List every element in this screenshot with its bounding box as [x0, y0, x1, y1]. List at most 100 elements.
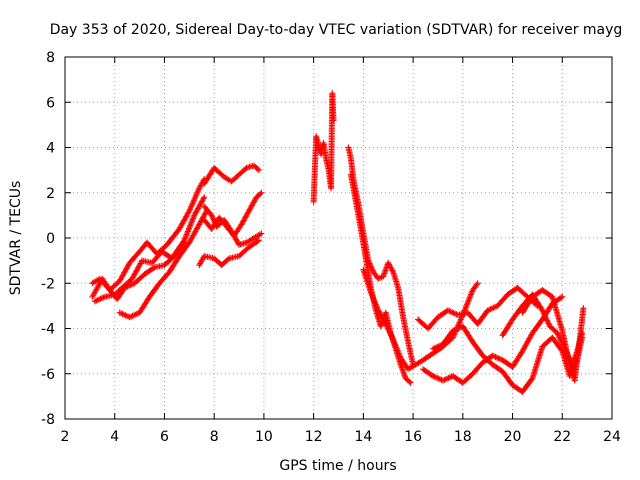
- trace-point: [100, 294, 107, 301]
- series-sat-h: [196, 237, 262, 269]
- x-tick-label: 22: [553, 429, 571, 445]
- trace-point: [491, 353, 498, 360]
- trace-point: [120, 311, 127, 318]
- y-tick-label: -8: [41, 412, 55, 428]
- x-tick-label: 14: [354, 429, 372, 445]
- trace-point: [451, 327, 458, 334]
- data-point: [449, 327, 456, 334]
- x-tick-label: 16: [404, 429, 422, 445]
- series-sat-i: [310, 90, 337, 205]
- y-tick-label: 2: [46, 186, 55, 202]
- x-tick-label: 4: [110, 429, 119, 445]
- data-point: [554, 330, 561, 337]
- trace-point: [150, 265, 157, 272]
- trace-point: [211, 218, 218, 225]
- trace-point: [452, 310, 459, 317]
- trace-point: [98, 295, 105, 302]
- data-point: [181, 239, 188, 246]
- trace-point: [435, 343, 442, 350]
- trace-point: [388, 333, 395, 340]
- trace-point: [381, 319, 388, 326]
- series-sat-g: [201, 203, 265, 248]
- trace-point: [544, 317, 551, 324]
- trace-point: [383, 322, 390, 329]
- trace-point: [554, 331, 561, 338]
- trace-point: [128, 313, 135, 320]
- trace-point: [452, 326, 459, 333]
- data-point: [126, 314, 133, 321]
- data-point: [539, 307, 546, 314]
- trace-point: [540, 308, 547, 315]
- trace-point: [491, 304, 498, 311]
- trace-point: [406, 378, 413, 385]
- trace-point: [434, 343, 441, 350]
- trace-point: [446, 308, 453, 315]
- y-tick-label: -6: [41, 367, 55, 383]
- data-point: [429, 373, 436, 380]
- data-point: [121, 284, 128, 291]
- trace-point: [432, 374, 439, 381]
- trace-point: [558, 294, 565, 301]
- data-point: [444, 307, 451, 314]
- trace-point: [434, 374, 441, 381]
- data-point: [489, 352, 496, 359]
- data-point: [258, 189, 265, 196]
- trace-point: [495, 355, 502, 362]
- y-tick-label: -4: [41, 322, 55, 338]
- trace-point: [123, 284, 130, 291]
- data-point: [474, 280, 481, 287]
- trace-point: [431, 345, 438, 352]
- trace-point: [437, 342, 444, 349]
- series-sat-q: [519, 287, 587, 384]
- data-point: [255, 237, 262, 244]
- trace-point: [492, 353, 499, 360]
- trace-point: [254, 165, 261, 172]
- trace-point: [254, 238, 261, 245]
- trace-point: [118, 310, 125, 317]
- series-sat-m: [415, 284, 541, 332]
- trace-point: [387, 331, 394, 338]
- trace-point: [447, 308, 454, 315]
- trace-point: [450, 309, 457, 316]
- trace-point: [441, 376, 448, 383]
- x-tick-label: 18: [454, 429, 472, 445]
- trace-point: [210, 216, 217, 223]
- trace-point: [544, 318, 551, 325]
- data-point: [559, 293, 566, 300]
- trace-point: [542, 314, 549, 321]
- trace-point: [130, 312, 137, 319]
- trace-point: [94, 297, 101, 304]
- trace-point: [488, 305, 495, 312]
- trace-point: [211, 219, 218, 226]
- data-point: [407, 379, 414, 386]
- y-tick-label: 0: [46, 231, 55, 247]
- trace-point: [431, 373, 438, 380]
- trace-point: [541, 311, 548, 318]
- trace-point: [490, 304, 497, 311]
- data-point: [201, 194, 208, 201]
- trace-point: [386, 328, 393, 335]
- y-tick-label: 8: [46, 50, 55, 66]
- trace-point: [473, 281, 480, 288]
- x-tick-label: 24: [603, 429, 621, 445]
- x-tick-label: 6: [160, 429, 169, 445]
- trace-point: [132, 311, 139, 318]
- x-tick-label: 20: [504, 429, 522, 445]
- trace-point: [384, 323, 391, 330]
- series-sat-n: [420, 293, 566, 386]
- trace-point: [388, 332, 395, 339]
- trace-point: [449, 309, 456, 316]
- trace-point: [540, 310, 547, 317]
- y-tick-label: 4: [46, 141, 55, 157]
- trace-point: [124, 283, 131, 290]
- chart-title: Day 353 of 2020, Sidereal Day-to-day VTE…: [50, 22, 623, 38]
- series-sat-f: [201, 189, 265, 239]
- trace-point: [389, 335, 396, 342]
- trace-point: [133, 310, 140, 317]
- data-point: [484, 307, 491, 314]
- trace-point: [384, 325, 391, 332]
- x-tick-label: 10: [255, 429, 273, 445]
- plot-frame: [64, 56, 613, 420]
